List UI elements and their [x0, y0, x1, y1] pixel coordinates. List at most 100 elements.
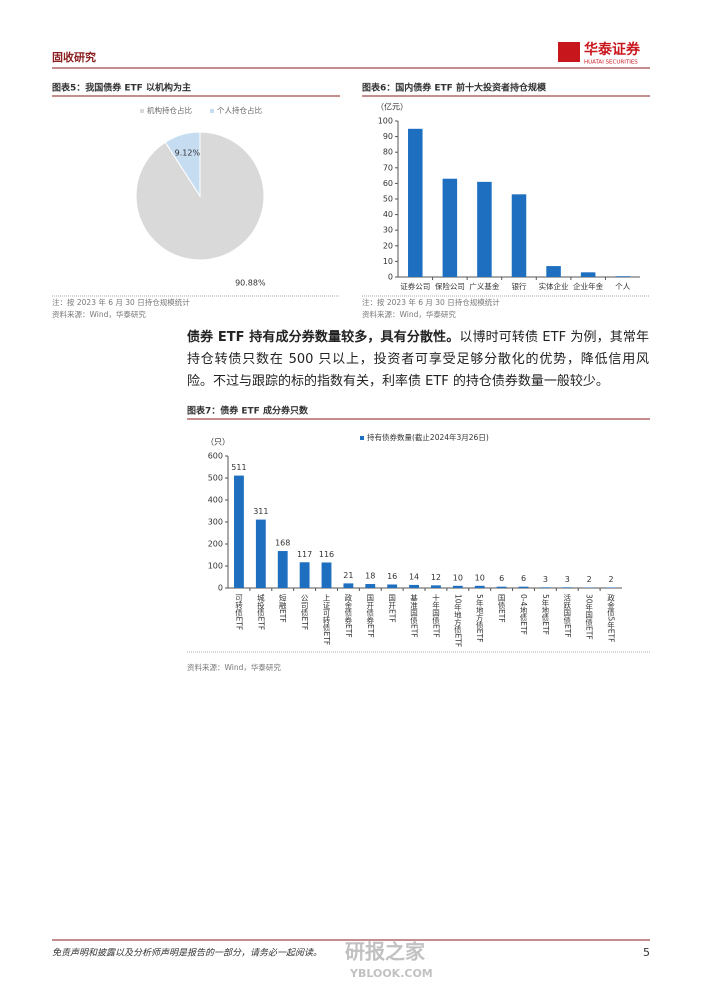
- value-label: 3: [565, 575, 570, 584]
- y-tick-label: 0: [218, 584, 223, 593]
- y-tick-label: 100: [378, 117, 393, 126]
- value-label: 14: [409, 572, 419, 581]
- legend-label: 个人持仓占比: [217, 105, 262, 115]
- y-tick-label: 100: [208, 562, 223, 571]
- y-tick-label: 30: [383, 226, 393, 235]
- value-label: 6: [499, 574, 504, 583]
- value-label: 3: [543, 575, 548, 584]
- bar: [277, 551, 288, 588]
- x-tick-label: 上证可转债ETF: [322, 594, 331, 646]
- bar: [496, 586, 507, 588]
- legend-swatch: [210, 109, 214, 113]
- x-tick-label: 城投债ETF: [256, 594, 265, 631]
- value-label: 21: [343, 571, 353, 580]
- x-tick-label: 短融ETF: [278, 593, 287, 623]
- bar: [562, 587, 573, 588]
- bar: [477, 181, 492, 277]
- legend-label: 机构持仓占比: [147, 105, 192, 115]
- bar: [321, 562, 332, 588]
- x-tick-label: 5年地债ETF: [541, 594, 550, 635]
- bar: [387, 584, 398, 588]
- x-tick-label: 国债ETF: [497, 594, 506, 623]
- x-tick-label: 0-4地债ETF: [519, 594, 528, 635]
- bar: [546, 266, 561, 277]
- bar: [409, 584, 419, 588]
- source: 资料来源：Wind，华泰研究: [362, 309, 456, 319]
- value-label: 6: [521, 574, 526, 583]
- y-tick-label: 600: [208, 452, 223, 461]
- bar: [474, 585, 485, 588]
- x-tick-label: 企业年金: [573, 281, 603, 291]
- y-tick-label: 400: [208, 496, 223, 505]
- bar: [365, 584, 376, 588]
- page-number: 5: [643, 946, 650, 959]
- value-label: 10: [475, 573, 485, 582]
- x-tick-label: 5年地方债ETF: [475, 594, 484, 642]
- section: 固收研究: [52, 50, 96, 64]
- x-tick-label: 广义基金: [469, 281, 499, 291]
- value-label: 2: [609, 575, 614, 584]
- paragraph: 债券 ETF 持有成分券数量较多，具有分散性。以博时可转债 ETF 为例，其常年…: [187, 327, 649, 393]
- bar: [255, 519, 266, 588]
- value-label: 10: [453, 573, 463, 582]
- x-tick-label: 可转债ETF: [234, 594, 243, 631]
- legend-swatch: [140, 109, 144, 113]
- x-tick-label: 政金债券ETF: [344, 593, 353, 638]
- bar: [540, 587, 551, 588]
- bar: [615, 276, 630, 277]
- y-tick-label: 50: [383, 195, 393, 204]
- x-tick-label: 十年国债ETF: [431, 593, 440, 638]
- legend-swatch: [360, 436, 364, 440]
- value-label: 116: [319, 550, 334, 559]
- bar: [234, 475, 244, 588]
- y-tick-label: 60: [383, 179, 393, 188]
- value-label: 2: [587, 575, 592, 584]
- y-tick-label: 10: [383, 257, 393, 266]
- x-tick-label: 证券公司: [400, 281, 430, 291]
- value-label: 12: [431, 573, 441, 582]
- x-tick-label: 银行: [512, 281, 527, 291]
- x-tick-label: 保险公司: [435, 281, 465, 291]
- watermark: 研报之家: [345, 940, 426, 964]
- logo-cn: 华泰证券: [584, 41, 641, 58]
- source: 资料来源：Wind，华泰研究: [52, 309, 146, 319]
- bar: [511, 194, 527, 277]
- bar: [580, 272, 596, 277]
- pie-label: 90.88%: [235, 279, 266, 288]
- x-tick-label: 公司债ETF: [300, 594, 309, 630]
- bar: [408, 128, 423, 277]
- x-tick-label: 政金债5年ETF: [606, 593, 615, 643]
- pie-label: 9.12%: [175, 149, 201, 158]
- x-tick-label: 个人: [615, 282, 630, 291]
- y-tick-label: 20: [383, 241, 393, 250]
- watermark-url: YBLOOK.COM: [349, 967, 433, 980]
- y-tick-label: 300: [208, 518, 223, 527]
- bar: [518, 586, 529, 588]
- bar: [452, 585, 463, 588]
- legend-label: 持有债券数量(截止2024年3月26日): [367, 432, 489, 442]
- value-label: 168: [275, 539, 290, 548]
- value-label: 511: [231, 463, 246, 472]
- x-tick-label: 国开债券ETF: [366, 594, 375, 638]
- source: 资料来源：Wind，华泰研究: [187, 662, 281, 672]
- pie-slice: [164, 131, 201, 198]
- x-tick-label: 实体企业: [539, 281, 569, 291]
- value-label: 18: [365, 572, 375, 581]
- value-label: 117: [297, 550, 312, 559]
- y-axis-label: （只）: [206, 438, 230, 447]
- x-tick-label: 30年国债ETF: [584, 594, 593, 640]
- para-bold: 债券 ETF 持有成分券数量较多，具有分散性。: [187, 330, 460, 345]
- logo-icon: [558, 42, 580, 62]
- bar: [299, 562, 310, 588]
- y-tick-label: 80: [383, 148, 393, 157]
- x-tick-label: 10年地方债ETF: [453, 594, 462, 647]
- bar: [343, 583, 354, 588]
- fig5-title: 图表5：我国债券 ETF 以机构为主: [52, 82, 191, 94]
- fig6-title: 图表6：国内债券 ETF 前十大投资者持仓规模: [362, 82, 547, 94]
- x-tick-label: 活跃国债ETF: [563, 593, 572, 638]
- note: 注：按 2023 年 6 月 30 日持仓规模统计: [52, 297, 190, 307]
- y-tick-label: 70: [383, 163, 393, 172]
- y-tick-label: 0: [388, 273, 393, 282]
